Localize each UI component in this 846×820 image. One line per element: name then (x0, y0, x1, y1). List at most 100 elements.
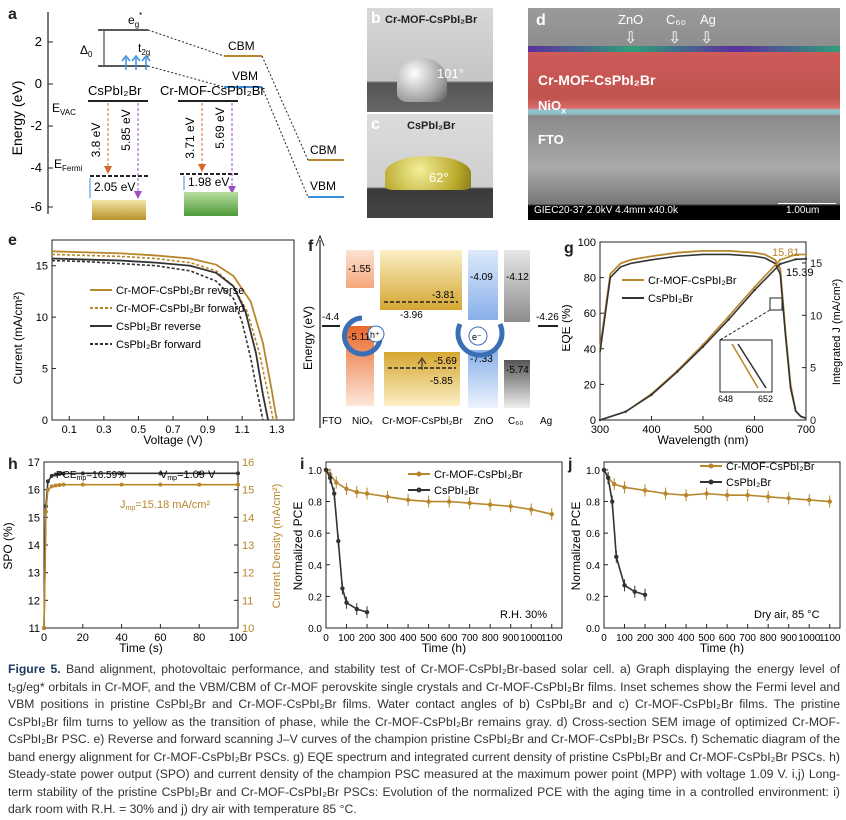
spo-chart: SPO (%) Current Density (mA/cm²) Time (s… (1, 457, 283, 655)
evac-label: EVAC (52, 101, 76, 117)
data-point (119, 471, 124, 476)
panel-d-sem-image: d ZnO C₆₀ Ag ⇩ ⇩ ⇩ Cr-MOF-CsPbI₂Br NiOx … (528, 8, 840, 220)
y2-tick-label: 11 (242, 595, 253, 607)
y-tick-label: 5 (42, 364, 48, 376)
g-legend-item: Cr-MOF-CsPbI₂Br (648, 275, 737, 287)
e-legend-item: Cr-MOF-CsPbI₂Br reverse (116, 285, 244, 297)
series-line (51, 253, 275, 421)
data-point (197, 482, 202, 487)
panel-f: f Energy (eV) -4.4 -1.55 -5.11 -3.81 -3.… (300, 228, 562, 450)
down-arrow-icon: ⇩ (700, 30, 714, 47)
x-tick-label: 200 (359, 633, 376, 644)
x-tick-label: 0.1 (62, 424, 77, 436)
g-value-2: 15.39 (786, 267, 814, 279)
h-jmp: Jmp=15.18 mA/cm² (120, 499, 210, 512)
y-tick-label: 15 (36, 261, 48, 273)
x-tick-label: 0 (323, 633, 329, 644)
water-droplet (397, 58, 447, 102)
j-legend-item: Cr-MOF-CsPbI₂Br (726, 461, 815, 473)
g-zoom-box (769, 297, 783, 311)
panel-i: i Normalized PCE Time (h) 0 100 200 300 400 5… (288, 452, 568, 656)
y-tick-label: 80 (584, 273, 596, 285)
data-point (236, 471, 240, 476)
f-bottom-label: NiOₓ (352, 416, 373, 427)
data-point (45, 479, 50, 484)
t2g-label: t2g (138, 41, 150, 57)
g-value-1: 15.81 (772, 247, 800, 259)
series-line (43, 472, 238, 629)
data-point (236, 482, 240, 487)
sem-top-layer (528, 46, 840, 52)
data-point (43, 509, 48, 514)
data-point (53, 472, 58, 477)
x-tick-label: 1100 (541, 633, 563, 644)
eqe-chart: EQE (%) Integrated J (mA/cm²) Wavelength… (559, 237, 843, 447)
vbm2-label: VBM (310, 179, 336, 193)
panel-c-title: CsPbI₂Br (407, 120, 456, 132)
f-c60-cb: -4.12 (506, 272, 529, 283)
y-tick-label: 0.0 (586, 624, 600, 635)
data-point (45, 487, 50, 492)
x-tick-label: 1.1 (234, 424, 249, 436)
x-tick-label: 20 (77, 632, 89, 644)
h-xlabel: Time (s) (119, 641, 163, 655)
panel-b-title: Cr-MOF-CsPbI₂Br (385, 14, 478, 26)
data-point (42, 626, 46, 630)
series-line (51, 250, 278, 421)
y-tick-label: 0 (42, 415, 48, 427)
x-tick-label: 400 (642, 424, 660, 436)
panel-c-photo: c CsPbI₂Br 62° (367, 114, 493, 218)
x-tick-label: 500 (698, 633, 715, 644)
x-tick-label: 40 (115, 632, 127, 644)
g-ylabel: EQE (%) (562, 304, 573, 351)
y-tick-label: 12 (28, 595, 40, 607)
electron-transfer-arrow-icon: e⁻ (455, 322, 505, 358)
y-tick-label: 0.4 (308, 561, 322, 572)
f-pk-vb1: -5.69 (434, 356, 457, 367)
panel-i-label: i (300, 456, 305, 473)
y-tick-label: 0.2 (586, 592, 600, 603)
a-ytick: 0 (35, 76, 42, 91)
data-point (794, 253, 797, 256)
x-tick-label: 100 (616, 633, 633, 644)
x-tick-label: 0.7 (165, 424, 180, 436)
cspbi2br-film-block (92, 200, 146, 220)
efermi-label: EFermi (54, 157, 83, 173)
data-point (779, 258, 782, 261)
y-tick-label: 1.0 (586, 466, 600, 477)
y-tick-label: 16 (28, 485, 40, 497)
data-point (701, 345, 705, 348)
d-c60: C₆₀ (666, 12, 687, 27)
x-tick-label: 80 (193, 632, 205, 644)
panel-g-label: g (564, 240, 574, 257)
spin-arrows-icon (121, 54, 151, 70)
data-point (80, 471, 85, 476)
x-tick-label: 100 (229, 632, 247, 644)
f-ag-level: -4.26 (536, 312, 559, 323)
x-tick-label: 1000 (798, 633, 821, 644)
data-point (61, 471, 66, 476)
x-tick-label: 800 (760, 633, 777, 644)
data-point (80, 482, 85, 487)
cbm2-label: CBM (310, 143, 337, 157)
panel-e-label: e (8, 232, 17, 249)
i-note: R.H. 30% (500, 609, 547, 621)
x-tick-label: 0.3 (96, 424, 111, 436)
panel-a-label: a (8, 6, 17, 23)
caption-figure-number: Figure 5. (8, 662, 61, 676)
panel-g: g EQE (%) Integrated J (mA/cm²) Waveleng… (559, 228, 846, 450)
x-tick-label: 600 (745, 424, 763, 436)
d-footer: GIEC20-37 2.0kV 4.4mm x40.0k (534, 205, 678, 216)
x-tick-label: 900 (780, 633, 797, 644)
y-tick-label: 0.6 (586, 529, 600, 540)
y-tick-label: 0.2 (308, 592, 322, 603)
g-legend-item: CsPbI₂Br (648, 293, 694, 305)
data-point (727, 318, 730, 321)
x-tick-label: 700 (461, 633, 478, 644)
a-ytick: -6 (30, 199, 42, 214)
x-tick-label: 60 (154, 632, 166, 644)
i-legend-item: CsPbI₂Br (434, 485, 480, 497)
e-legend-item: Cr-MOF-CsPbI₂Br forward (116, 303, 244, 315)
i-legend-item: Cr-MOF-CsPbI₂Br (434, 469, 523, 481)
e-xlabel: Voltage (V) (143, 433, 202, 447)
